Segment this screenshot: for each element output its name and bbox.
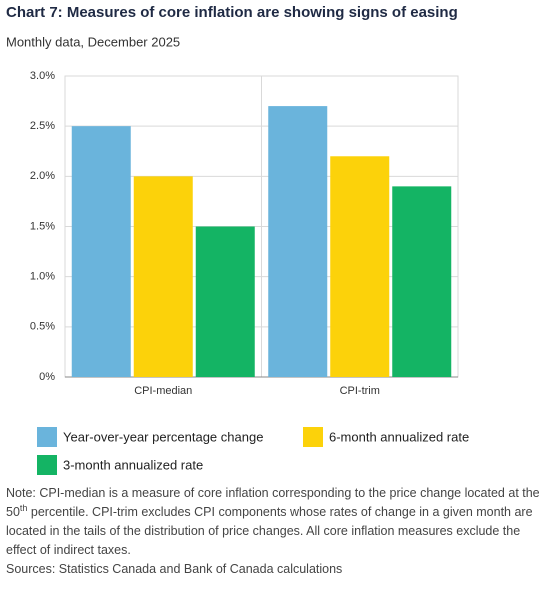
legend-swatch — [37, 427, 57, 447]
chart-subtitle: Monthly data, December 2025 — [6, 34, 180, 49]
chart-title: Chart 7: Measures of core inflation are … — [6, 4, 458, 21]
y-tick-label: 0.5% — [30, 321, 55, 333]
y-tick-label: 2.0% — [30, 170, 55, 182]
legend-label: 6-month annualized rate — [329, 429, 469, 444]
note-sup: th — [19, 502, 28, 513]
note: Note: CPI-median is a measure of core in… — [6, 484, 540, 579]
bar — [195, 226, 255, 377]
bar — [133, 176, 193, 377]
x-tick-label: CPI-trim — [340, 385, 380, 397]
bar — [268, 106, 328, 377]
legend-label: Year-over-year percentage change — [63, 429, 263, 444]
y-tick-label: 2.5% — [30, 120, 55, 132]
y-tick-label: 1.0% — [30, 271, 55, 283]
bar — [392, 186, 452, 377]
y-tick-label: 3.0% — [30, 70, 55, 82]
legend-label: 3-month annualized rate — [63, 457, 203, 472]
x-tick-label: CPI-median — [134, 385, 192, 397]
legend-swatch — [303, 427, 323, 447]
y-tick-label: 0% — [39, 371, 55, 383]
sources: Sources: Statistics Canada and Bank of C… — [6, 562, 343, 576]
note-text: Note: CPI-median is a measure of core in… — [6, 486, 540, 519]
bar — [71, 126, 131, 378]
bar — [330, 156, 390, 377]
y-tick-label: 1.5% — [30, 220, 55, 232]
note-text: percentile. CPI-trim excludes CPI compon… — [6, 505, 533, 557]
chart: Chart 7: Measures of core inflation are … — [6, 4, 469, 475]
legend-swatch — [37, 455, 57, 475]
